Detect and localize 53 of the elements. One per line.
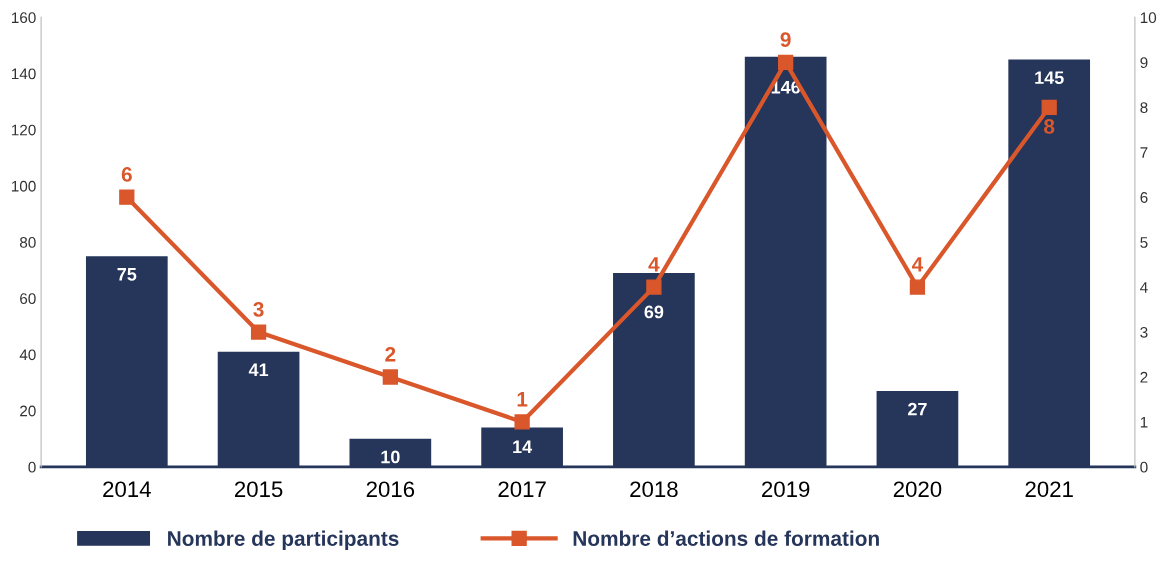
data-label: 3 xyxy=(253,301,264,317)
x-tick-label: 2019 xyxy=(762,481,810,498)
y2-tick-label: 1 xyxy=(1140,416,1148,428)
y-tick-label: 80 xyxy=(19,237,36,248)
y-tick-label: 120 xyxy=(11,124,36,136)
y-tick-label: 40 xyxy=(19,349,36,361)
y2-tick-label: 8 xyxy=(1140,102,1148,113)
data-label: 41 xyxy=(248,363,269,377)
data-label: 6 xyxy=(121,167,132,182)
y2-tick-label: 9 xyxy=(1140,57,1148,69)
y2-tick-label: 4 xyxy=(1140,282,1148,293)
point xyxy=(778,54,794,70)
y2-tick-label: 3 xyxy=(1140,326,1148,338)
y2-tick-label: 0 xyxy=(1140,461,1148,473)
data-label: 2 xyxy=(385,346,396,362)
x-tick-label: 2018 xyxy=(630,481,678,498)
legend-label: Nombre de participants xyxy=(168,530,399,551)
data-label: 14 xyxy=(513,440,533,454)
data-label: 9 xyxy=(780,32,791,47)
data-label: 27 xyxy=(908,402,927,416)
point xyxy=(119,189,135,205)
y2-tick-label: 5 xyxy=(1140,237,1148,248)
data-label: 75 xyxy=(117,268,137,281)
y-tick-label: 0 xyxy=(28,461,36,473)
point xyxy=(250,324,267,340)
y2-tick-label: 10 xyxy=(1140,12,1157,24)
data-label: 8 xyxy=(1044,119,1055,134)
x-tick-label: 2017 xyxy=(498,481,546,498)
y-tick-label: 100 xyxy=(11,180,36,192)
x-tick-label: 2015 xyxy=(234,481,283,498)
x-tick-label: 2016 xyxy=(366,481,415,498)
x-tick-label: 2020 xyxy=(893,481,942,498)
data-label: 69 xyxy=(644,305,664,319)
data-label: 145 xyxy=(1035,71,1064,85)
point xyxy=(1041,99,1057,115)
data-label: 4 xyxy=(911,257,924,272)
y-tick-label: 140 xyxy=(11,68,36,80)
point xyxy=(646,279,662,295)
y2-tick-label: 7 xyxy=(1140,147,1148,158)
data-label: 4 xyxy=(648,257,660,272)
y2-tick-label: 6 xyxy=(1140,192,1148,203)
point xyxy=(909,279,926,295)
data-label: 1 xyxy=(517,392,528,407)
y-tick-label: 60 xyxy=(20,293,36,305)
point xyxy=(514,414,530,430)
legend-label: Nombre d’actions de formation xyxy=(573,530,879,546)
point xyxy=(382,369,398,385)
y-tick-label: 20 xyxy=(20,405,36,417)
x-tick-label: 2014 xyxy=(103,481,151,498)
y-tick-label: 160 xyxy=(11,12,36,24)
y2-tick-label: 2 xyxy=(1140,371,1148,383)
data-label: 10 xyxy=(381,450,400,464)
x-tick-label: 2021 xyxy=(1025,481,1073,498)
